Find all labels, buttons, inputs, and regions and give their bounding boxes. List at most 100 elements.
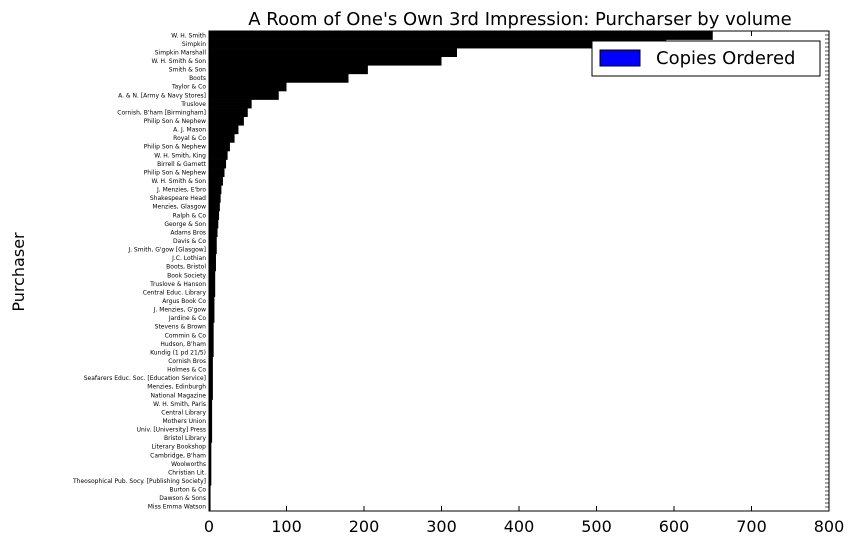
category-label: J. Menzies, G'gow (153, 307, 206, 314)
category-label: W. H. Smith, Paris (153, 401, 206, 408)
x-tick-label: 800 (814, 517, 845, 536)
category-label: A. & N. [Army & Navy Stores] (118, 92, 206, 99)
bar (209, 48, 457, 58)
bar (209, 133, 235, 143)
bar (209, 493, 211, 503)
bar (209, 391, 213, 400)
y-axis-label: Purchaser (9, 232, 28, 312)
category-label: Argus Book Co (162, 298, 206, 305)
category-label: J.C. Lothian (171, 255, 206, 262)
category-label: J. Smith, G'gow [Glasgow] (127, 247, 206, 254)
bar (209, 116, 244, 126)
bar (209, 485, 211, 495)
bar (209, 399, 213, 409)
category-label: Menzies, Edinburgh (147, 384, 206, 391)
category-label: Royal & Co (173, 135, 206, 142)
bar (209, 73, 349, 83)
legend-label: Copies Ordered (656, 48, 795, 69)
category-label: National Magazine (150, 392, 206, 399)
bar (209, 211, 220, 220)
bar (209, 99, 252, 109)
x-tick-label: 700 (736, 517, 767, 536)
bar (209, 502, 211, 512)
bar (209, 322, 214, 332)
bar (209, 159, 227, 169)
category-label: Cornish Bros (168, 358, 206, 365)
category-label: Jardine & Co (168, 315, 206, 322)
category-label: Boots, Bristol (166, 264, 206, 271)
bar (209, 193, 221, 203)
category-label: Central Library (161, 409, 206, 416)
bar (209, 356, 213, 366)
bar (209, 433, 213, 443)
category-label: Stevens & Brown (155, 324, 207, 331)
bar (209, 288, 216, 298)
category-label: Adams Bros (170, 229, 206, 236)
bar (209, 408, 213, 418)
bar (209, 442, 212, 452)
bar (209, 468, 212, 478)
x-tick-label: 0 (204, 517, 214, 536)
bar (209, 185, 222, 195)
category-label: Seafarers Educ. Soc. [Education Service] (84, 375, 206, 382)
category-label: Burton & Co (169, 487, 206, 494)
category-label: Christian Lit. (168, 469, 206, 476)
category-label: W. H. Smith, King (154, 152, 206, 159)
bar (209, 271, 216, 280)
category-label: Philip Son & Nephew (144, 118, 206, 125)
bar (209, 65, 368, 75)
bar (209, 245, 217, 255)
bar (209, 425, 213, 435)
category-label: A. J. Mason (173, 127, 206, 134)
bar (209, 125, 239, 135)
category-label: W. H. Smith (171, 32, 206, 39)
category-label: Birrell & Garnett (157, 161, 207, 168)
category-label: Dawson & Sons (159, 495, 206, 502)
category-label: J. Menzies, E'bro (156, 187, 206, 194)
bar (209, 296, 215, 306)
x-tick-label: 200 (349, 517, 380, 536)
category-label: Boots (189, 75, 206, 82)
category-label: Woolworths (171, 461, 206, 468)
category-label: George & Son (164, 221, 206, 228)
bar (209, 451, 212, 460)
bar (209, 459, 212, 469)
bar (209, 56, 442, 66)
x-tick-label: 400 (504, 517, 535, 536)
bar (209, 91, 279, 100)
bar (209, 476, 212, 486)
bar (209, 416, 213, 426)
bar (209, 373, 213, 383)
bar (209, 202, 220, 212)
bar (209, 305, 215, 315)
category-label: Theosophical Pub. Socy. [Publishing Soci… (72, 478, 206, 485)
category-label: Literary Bookshop (152, 444, 207, 451)
category-label: Miss Emma Watson (148, 504, 206, 511)
bar (209, 228, 218, 238)
category-label: Mothers Union (162, 418, 206, 425)
category-label: Cambridge, B'ham (150, 452, 206, 459)
chart-title: A Room of One's Own 3rd Impression: Purc… (248, 9, 792, 30)
bar (209, 151, 228, 160)
category-label: Truslove & Hanson (149, 281, 206, 288)
bar (209, 219, 219, 229)
bar (209, 365, 213, 375)
category-label: Taylor & Co (171, 84, 206, 91)
x-tick-label: 300 (426, 517, 457, 536)
bar (209, 348, 214, 358)
x-tick-label: 100 (271, 517, 302, 536)
bar (209, 382, 213, 392)
category-label: Smith & Son (169, 67, 206, 74)
category-label: Simpkin Marshall (155, 49, 207, 56)
bars-group (209, 31, 713, 512)
plot-frame (208, 30, 830, 512)
bar (209, 31, 713, 40)
x-tick-label: 500 (581, 517, 612, 536)
bar (209, 236, 217, 246)
bar (209, 142, 230, 152)
bar (209, 176, 223, 186)
category-label: Ralph & Co (173, 212, 207, 219)
bar (209, 168, 225, 178)
